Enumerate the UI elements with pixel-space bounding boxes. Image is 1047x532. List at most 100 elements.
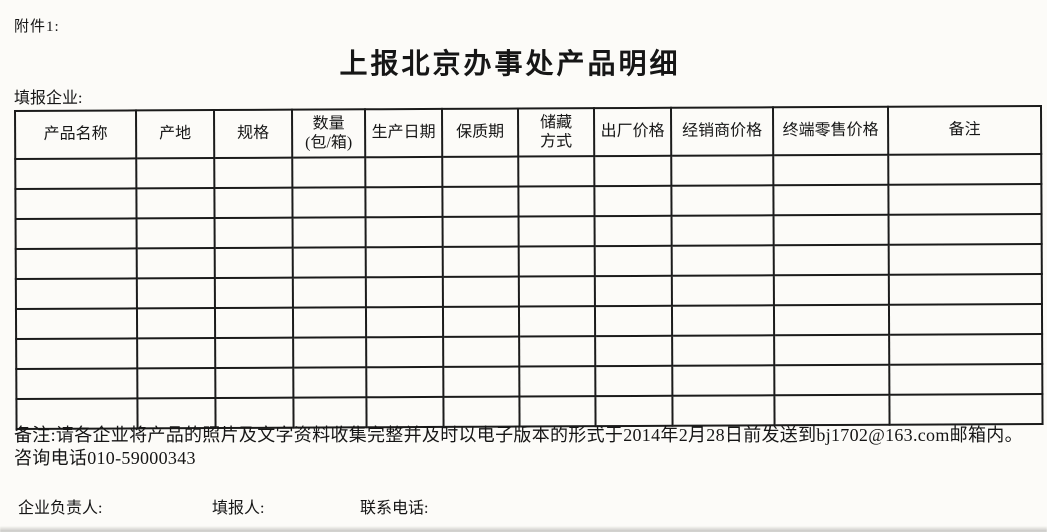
table-cell [594,185,672,217]
column-header: 备注 [887,105,1042,155]
table-cell [292,187,366,218]
table-cell [214,187,293,219]
table-cell [888,303,1043,335]
note-text: 备注:请各企业将产品的照片及文字资料收集完整并及时以电子版本的形式于2014年2… [14,425,1023,468]
table-cell [292,157,366,188]
table-cell [15,248,137,279]
table-cell [365,246,443,278]
table-cell [442,246,519,277]
table-cell [442,306,520,337]
table-cell [888,153,1042,185]
table-cell [15,308,138,339]
table-cell [773,154,889,186]
table-cell [15,278,137,309]
table-cell [595,365,673,397]
table-cell [671,185,774,216]
table-cell [889,333,1043,365]
table-cell [136,158,215,189]
table-cell [888,213,1042,245]
table-cell [519,336,596,367]
table-cell [292,277,366,308]
column-header: 产品名称 [15,110,137,159]
table-cell [518,186,595,217]
table-cell [672,395,775,426]
table-cell [365,306,444,338]
table-cell [672,335,775,366]
table-cell [442,216,519,247]
table-cell [671,215,774,246]
scan-edge-artifact [0,526,1047,532]
table-cell [292,217,366,248]
table-cell [888,273,1042,305]
table-cell [672,365,775,396]
table-cell [137,368,216,399]
table-cell [215,367,294,399]
table-cell [214,247,293,279]
table-cell [366,366,444,398]
table-cell [292,247,366,278]
table-cell [888,183,1042,215]
table-cell [773,304,890,336]
column-header: 终端零售价格 [772,106,889,156]
table-cell [293,367,367,398]
table-cell [136,308,216,339]
table-cell [366,336,444,368]
column-header: 经销商价格 [670,107,774,156]
table-cell [594,245,672,277]
table-cell [773,184,889,216]
table-cell [442,276,519,307]
table-cell [518,276,595,307]
table-cell [671,275,774,306]
table-cell [595,335,673,367]
table-cell [15,188,137,219]
header-row: 产品名称 产地 规格 数量 (包/箱) 生产日期 保质期 储藏 方式 出厂价格 经销商价格 终端零… [15,105,1042,159]
table-cell [519,396,596,427]
table-cell [365,276,443,308]
table-cell [671,305,775,336]
table-cell [774,364,890,396]
column-header: 数量 (包/箱) [292,109,366,158]
table-cell [136,278,215,309]
table-cell [292,307,367,338]
table-cell [773,214,889,246]
form-title: 上报北京办事处产品明细 [339,49,681,80]
table-cell [214,157,293,189]
preparer-label: 填报人: [212,500,265,517]
attachment-label: 附件1: [14,19,60,35]
table-cell [136,218,215,249]
table-cell [594,215,672,247]
table-cell [773,274,889,306]
table-cell [214,217,293,249]
table-cell [442,186,519,217]
table-cell [518,246,595,277]
table-cell [365,186,443,218]
table-cell [594,305,673,337]
table-cell [518,216,595,247]
table-cell [442,156,519,187]
table-cell [16,338,138,369]
table-cell [519,366,596,397]
signature-row: 企业负责人: 填报人: 联系电话: [0,494,1047,518]
table-cell [15,158,137,189]
contact-phone-label: 联系电话: [360,500,429,517]
product-detail-table: 产品名称 产地 规格 数量 (包/箱) 生产日期 保质期 储藏 方式 出厂价格 经销商价格 终端零… [14,105,1044,430]
table-cell [594,155,672,187]
table-cell [214,277,293,309]
table-cell [671,245,774,276]
table-cell [443,396,520,427]
column-header: 规格 [214,109,293,159]
column-header: 产地 [136,110,215,159]
table-cell [214,307,294,339]
column-header: 储藏 方式 [517,108,595,157]
table-cell [215,337,294,369]
column-header: 生产日期 [365,108,443,158]
table-cell [15,218,137,249]
table-cell [518,156,595,187]
table-cell [365,156,443,188]
table-cell [888,243,1042,275]
table-cell [16,368,138,399]
table-body [15,153,1043,429]
table-cell [594,275,672,307]
column-header: 出厂价格 [593,107,672,157]
